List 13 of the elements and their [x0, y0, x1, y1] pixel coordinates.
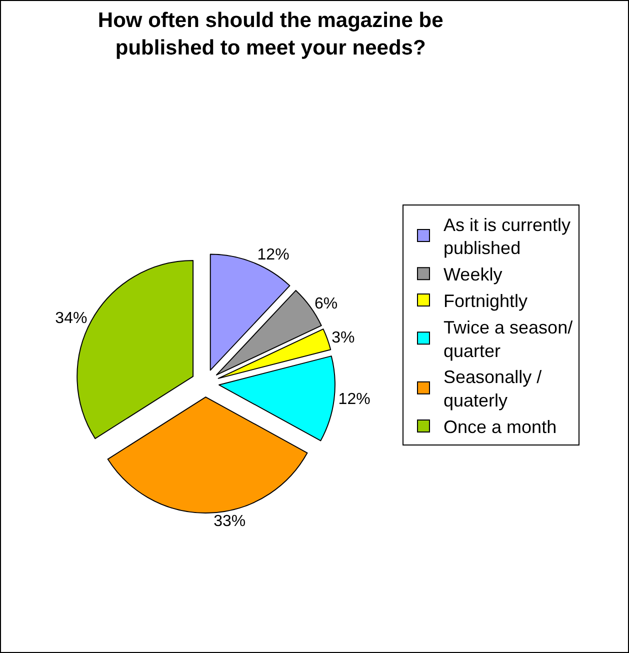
legend-label: Once a month	[444, 417, 557, 438]
legend-label: Fortnightly	[444, 291, 528, 312]
legend-label: As it is currently published	[444, 214, 571, 258]
chart-title: How often should the magazine be published to meet your needs?	[98, 9, 444, 60]
data-label: 33%	[214, 512, 246, 530]
data-label: 34%	[55, 310, 88, 328]
data-label: 6%	[314, 295, 338, 312]
data-label: 12%	[338, 391, 370, 408]
legend-label: Seasonally / quaterly	[444, 367, 542, 411]
data-label: 3%	[332, 330, 355, 347]
legend-label: Weekly	[444, 264, 502, 285]
data-label: 12%	[257, 246, 290, 264]
legend-label: Twice a season/ quarter	[444, 317, 573, 361]
